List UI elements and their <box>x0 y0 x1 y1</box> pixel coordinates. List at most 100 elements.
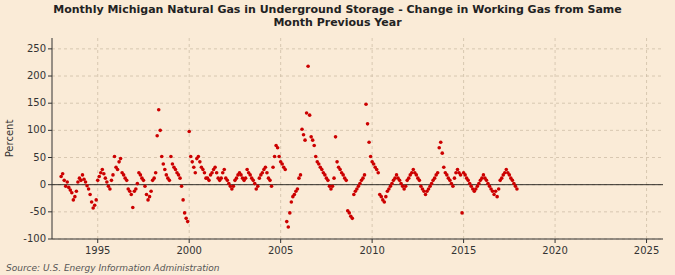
point <box>88 193 92 197</box>
point <box>302 133 306 137</box>
x-tick-label: 2025 <box>634 245 659 256</box>
y-tick-label: -50 <box>30 206 46 217</box>
point <box>358 182 362 186</box>
point <box>361 176 365 180</box>
point <box>256 185 260 189</box>
point <box>207 179 211 183</box>
point <box>65 180 69 184</box>
point <box>104 176 108 180</box>
point <box>72 198 76 202</box>
point <box>433 176 437 180</box>
point <box>129 193 133 197</box>
point <box>424 193 428 197</box>
point <box>198 160 202 164</box>
point <box>253 182 257 186</box>
point <box>367 141 371 145</box>
point <box>436 171 440 175</box>
point <box>366 122 370 126</box>
point <box>235 176 239 180</box>
point <box>155 134 159 138</box>
point <box>283 168 287 172</box>
point <box>113 155 117 159</box>
x-axis-line <box>52 239 663 240</box>
point <box>442 165 446 169</box>
y-tick-label: 50 <box>33 152 46 163</box>
point <box>142 179 146 183</box>
point <box>285 220 289 224</box>
point <box>116 168 120 172</box>
point <box>271 165 275 169</box>
point <box>201 168 205 172</box>
point <box>117 160 121 164</box>
point <box>213 165 217 169</box>
x-tick-label: 2020 <box>542 245 567 256</box>
point <box>226 179 230 183</box>
point <box>148 195 152 199</box>
point <box>351 217 355 221</box>
point <box>508 173 512 177</box>
point <box>248 173 252 177</box>
y-axis-label: Percent <box>4 120 15 158</box>
point <box>276 146 280 150</box>
point <box>102 172 106 176</box>
x-grid-line <box>646 38 647 239</box>
point <box>504 168 508 172</box>
x-grid-line <box>372 38 373 239</box>
point <box>364 102 368 106</box>
point <box>244 176 248 180</box>
point <box>511 179 515 183</box>
x-tick-label: 2015 <box>451 245 476 256</box>
point <box>210 171 214 175</box>
point <box>411 168 415 172</box>
point <box>221 171 225 175</box>
point <box>439 141 443 145</box>
chart: -100-50050100150200250199520002005201020… <box>0 0 675 275</box>
point <box>288 211 292 215</box>
point <box>290 200 294 204</box>
y-grid-line <box>52 130 663 131</box>
point <box>376 171 380 175</box>
point <box>445 173 449 177</box>
y-tick <box>48 157 52 158</box>
point <box>372 162 376 166</box>
y-tick-label: 150 <box>27 97 46 108</box>
point <box>265 171 269 175</box>
point <box>192 165 196 169</box>
point <box>312 144 316 148</box>
point <box>168 179 172 183</box>
point <box>146 198 150 202</box>
point <box>494 189 498 193</box>
x-tick <box>463 239 464 243</box>
point <box>314 155 318 159</box>
point <box>460 211 464 215</box>
point <box>270 185 274 189</box>
point <box>62 179 66 183</box>
point <box>331 185 335 189</box>
title: Monthly Michigan Natural Gas in Undergro… <box>53 3 622 29</box>
point <box>108 187 112 191</box>
point <box>232 185 236 189</box>
point <box>297 176 301 180</box>
point <box>497 187 501 191</box>
point <box>158 129 162 133</box>
point <box>128 189 132 193</box>
x-tick <box>372 239 373 243</box>
point <box>335 160 339 164</box>
point <box>222 168 226 172</box>
x-tick-label: 2010 <box>359 245 384 256</box>
point <box>286 225 290 229</box>
point <box>245 168 249 172</box>
point <box>152 176 156 180</box>
point <box>415 173 419 177</box>
point <box>219 176 223 180</box>
point <box>303 138 307 142</box>
point <box>453 176 457 180</box>
point <box>97 175 101 179</box>
point <box>485 179 489 183</box>
point <box>145 193 149 197</box>
point <box>186 220 190 224</box>
point <box>149 189 153 193</box>
point <box>70 191 74 195</box>
x-tick <box>555 239 556 243</box>
point <box>305 111 309 115</box>
